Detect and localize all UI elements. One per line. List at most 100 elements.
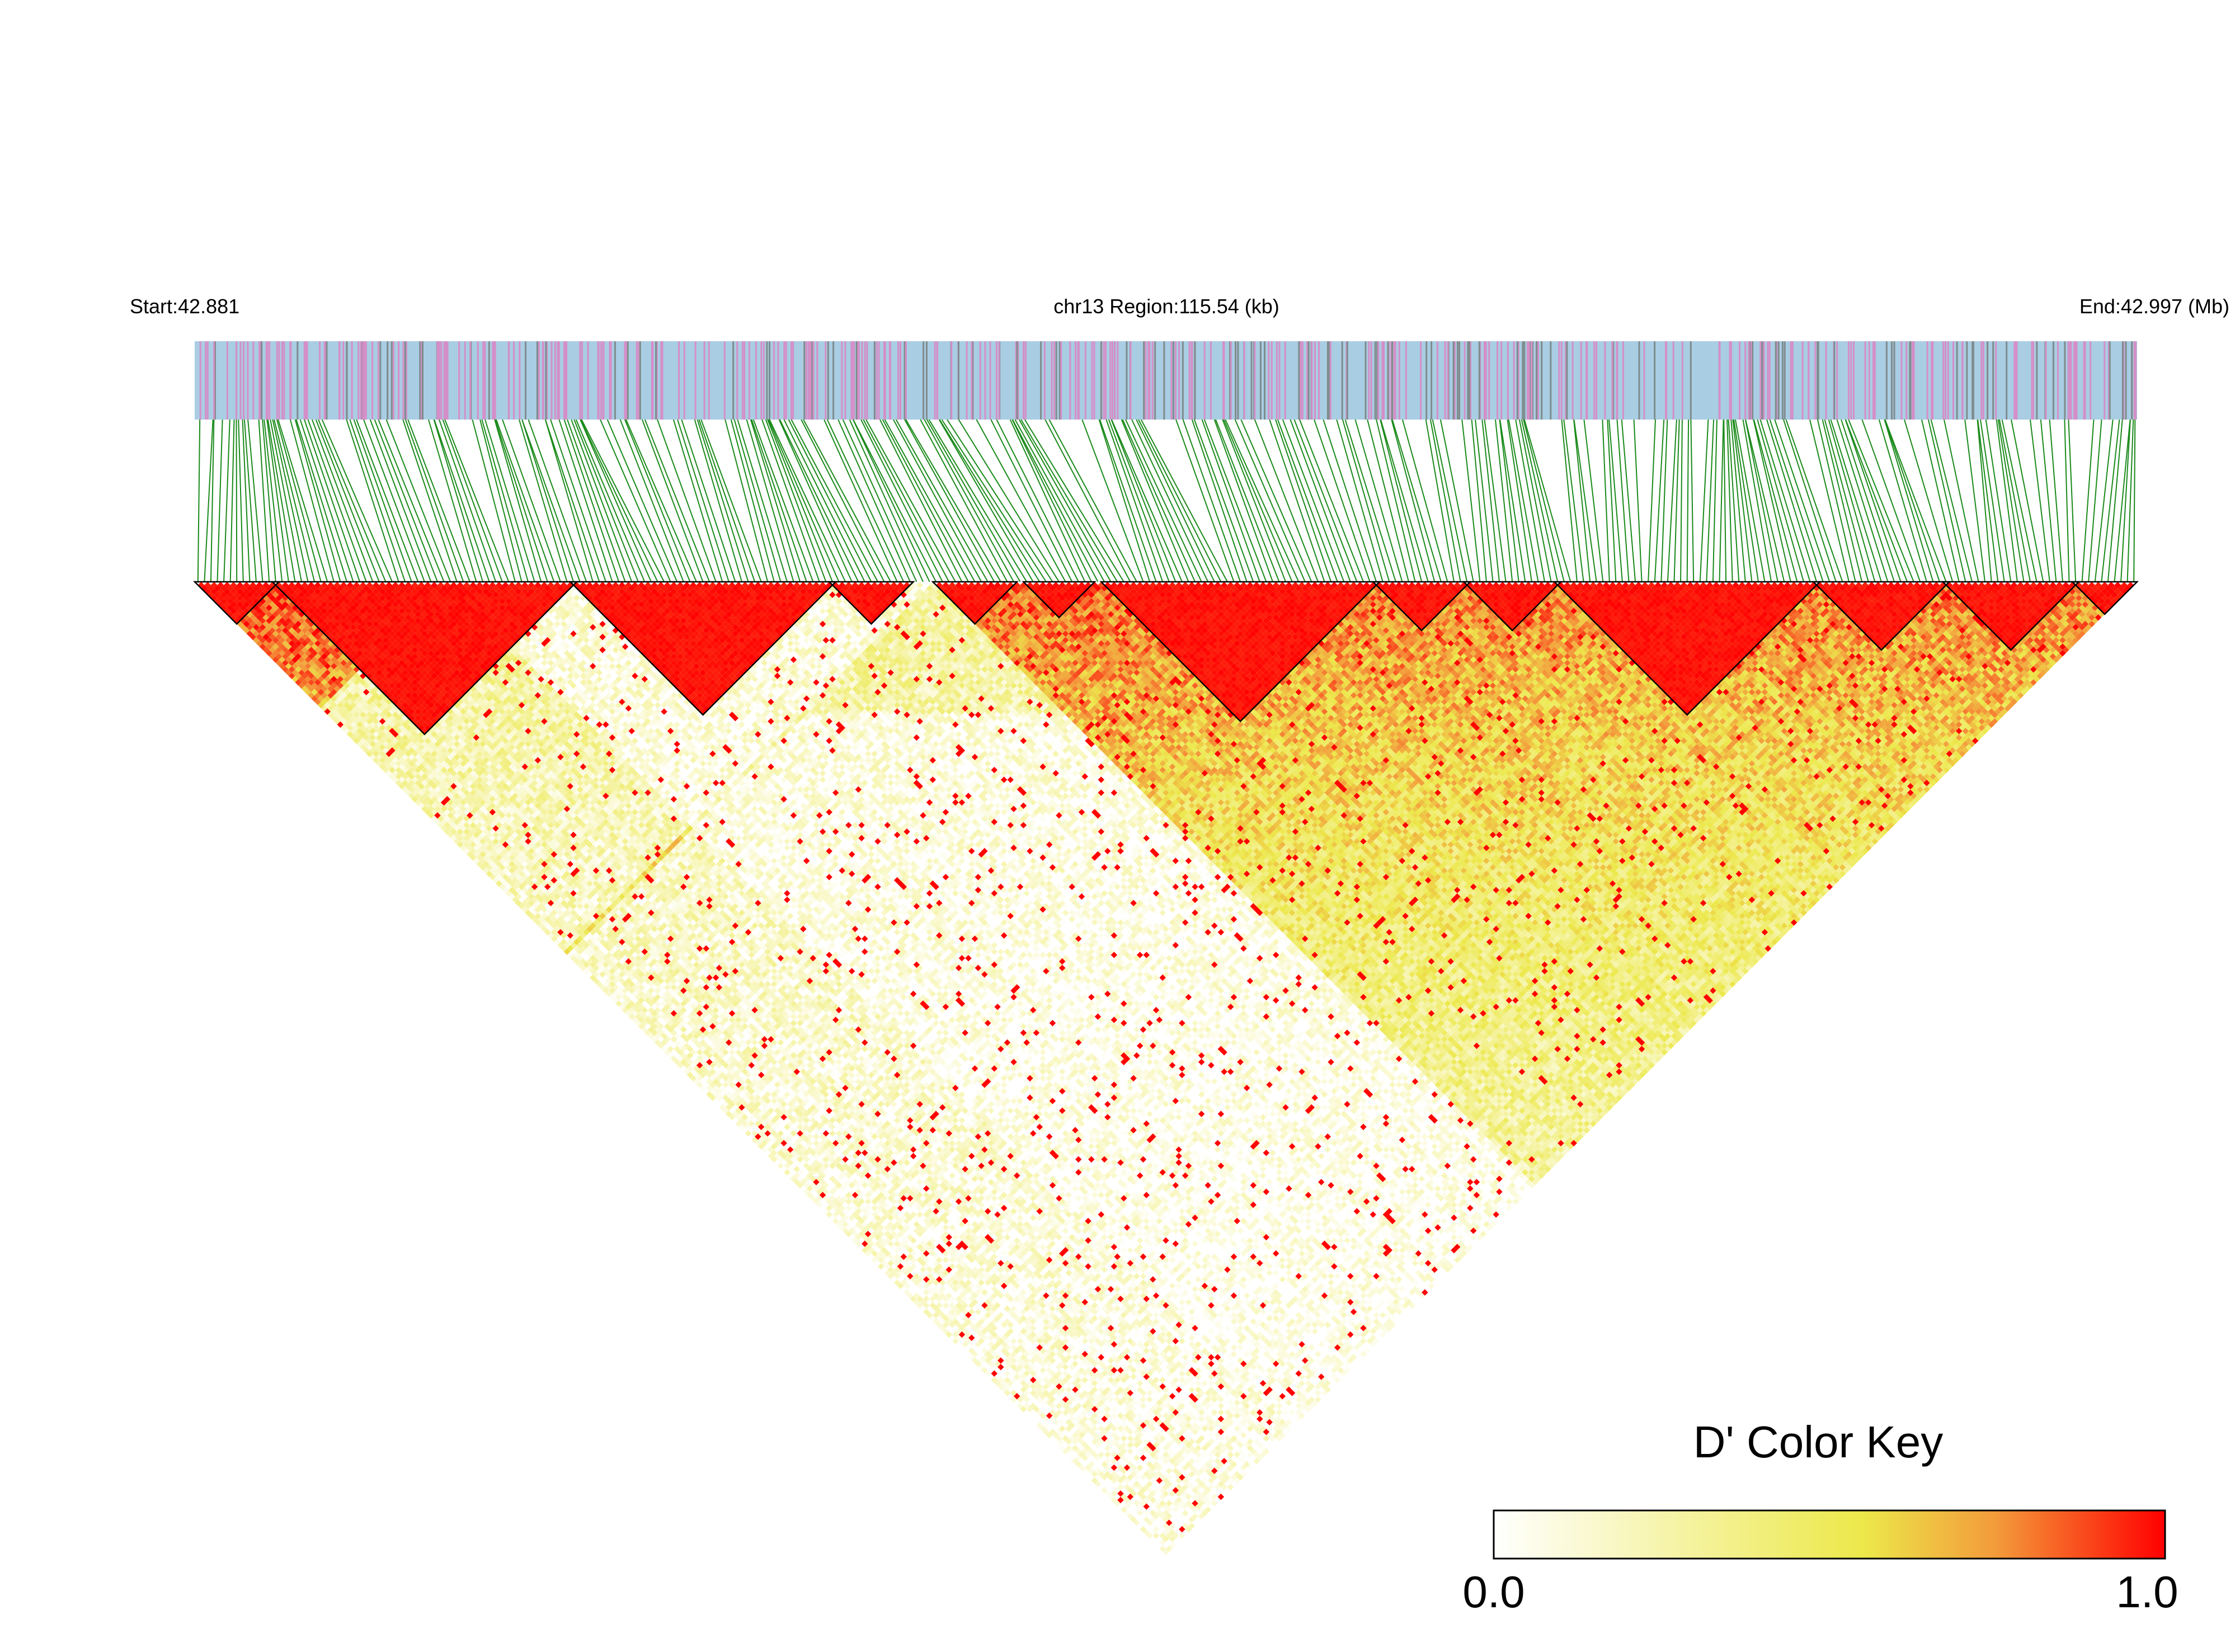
annotation-mark [1644, 341, 1645, 420]
annotation-mark [1531, 341, 1532, 420]
annotation-mark [1987, 341, 1988, 420]
snp-connector-line [1380, 420, 1422, 582]
annotation-mark [1425, 341, 1427, 420]
annotation-mark [1300, 341, 1302, 420]
snp-connector-line [1138, 420, 1221, 582]
snp-connector-line [1574, 420, 1590, 582]
snp-connector-line [1724, 420, 1726, 582]
annotation-mark [1130, 341, 1132, 420]
snp-connector-line [2050, 420, 2063, 582]
annotation-mark [1189, 341, 1191, 420]
annotation-mark [419, 341, 421, 420]
annotation-mark [1085, 341, 1086, 420]
annotation-mark [1094, 341, 1095, 420]
annotation-mark [813, 341, 815, 420]
annotation-mark [602, 341, 604, 420]
annotation-mark [227, 341, 228, 420]
annotation-mark [1541, 341, 1542, 420]
snp-connector-line [408, 420, 470, 582]
snp-connector-line [677, 420, 729, 582]
annotation-mark [387, 341, 388, 420]
snp-connector-line [2068, 420, 2076, 582]
annotation-mark [1368, 341, 1370, 420]
snp-connector-line [1019, 420, 1111, 582]
annotation-mark [445, 341, 446, 420]
annotation-mark [1523, 341, 1525, 420]
annotation-mark [850, 341, 852, 420]
annotation-mark [2064, 341, 2065, 420]
annotation-mark [319, 341, 321, 420]
snp-connector-line [1648, 420, 1655, 582]
annotation-mark [351, 341, 353, 420]
annotation-mark [1507, 341, 1509, 420]
snp-connector-line [522, 420, 573, 582]
annotation-mark [736, 341, 738, 420]
annotation-mark [200, 341, 201, 420]
annotation-mark [853, 341, 855, 420]
snp-connector-line [1998, 420, 2024, 582]
annotation-mark [1869, 341, 1870, 420]
annotation-mark [363, 341, 364, 420]
annotation-mark [1748, 341, 1749, 420]
annotation-mark [1763, 341, 1765, 420]
snp-connector-line [1519, 420, 1551, 582]
snp-connector-line [2011, 420, 2043, 582]
annotation-mark [998, 341, 1000, 420]
snp-connector-line [316, 420, 379, 582]
snp-connector-line [502, 420, 561, 582]
snp-connector-line [779, 420, 852, 582]
annotation-mark [2013, 341, 2015, 420]
annotation-mark [1900, 341, 1902, 420]
annotation-mark [614, 341, 616, 420]
annotation-mark [581, 341, 583, 420]
annotation-mark [655, 341, 657, 420]
annotation-mark [1437, 341, 1438, 420]
annotation-mark [1109, 341, 1111, 420]
annotation-mark [1739, 341, 1740, 420]
annotation-mark [783, 341, 785, 420]
annotation-mark [791, 341, 792, 420]
snp-connector-line [356, 420, 418, 582]
annotation-mark [1992, 341, 1994, 420]
annotation-mark [638, 341, 639, 420]
annotation-mark [1966, 341, 1968, 420]
annotation-mark [2135, 341, 2137, 420]
annotation-mark [1593, 341, 1595, 420]
snp-connector-line [1691, 420, 1693, 582]
annotation-mark [1112, 341, 1113, 420]
annotation-mark [600, 341, 602, 420]
annotation-mark [856, 341, 858, 420]
annotation-mark [519, 341, 520, 420]
annotation-mark [1260, 341, 1262, 420]
annotation-mark [1078, 341, 1080, 420]
annotation-mark [1237, 341, 1239, 420]
annotation-mark [258, 341, 260, 420]
snp-connector-line [883, 420, 968, 582]
annotation-mark [1044, 341, 1046, 420]
snp-connector-line [1885, 420, 1940, 582]
annotation-mark [2074, 341, 2076, 420]
annotation-mark [1453, 341, 1455, 420]
annotation-mark [803, 341, 805, 420]
annotation-mark [1279, 341, 1281, 420]
annotation-mark [1314, 341, 1316, 420]
annotation-mark [990, 341, 991, 420]
annotation-mark [1210, 341, 1212, 420]
annotation-mark [2083, 341, 2085, 420]
annotation-mark [1527, 341, 1528, 420]
annotation-mark [391, 341, 393, 420]
annotation-mark [867, 341, 868, 420]
snp-connector-line [1224, 420, 1292, 582]
annotation-mark [678, 341, 680, 420]
annotation-mark [1983, 341, 1984, 420]
snp-connector-line [480, 420, 521, 582]
snp-connector-line [1391, 420, 1434, 582]
snp-connector-line [1225, 420, 1298, 582]
annotation-mark [1387, 341, 1389, 420]
annotation-mark [1865, 341, 1866, 420]
snp-connector-line [277, 420, 321, 582]
snp-connector-line [1291, 420, 1351, 582]
snp-connector-line [1810, 420, 1849, 582]
snp-connector-line [439, 420, 496, 582]
annotation-mark [1572, 341, 1574, 420]
